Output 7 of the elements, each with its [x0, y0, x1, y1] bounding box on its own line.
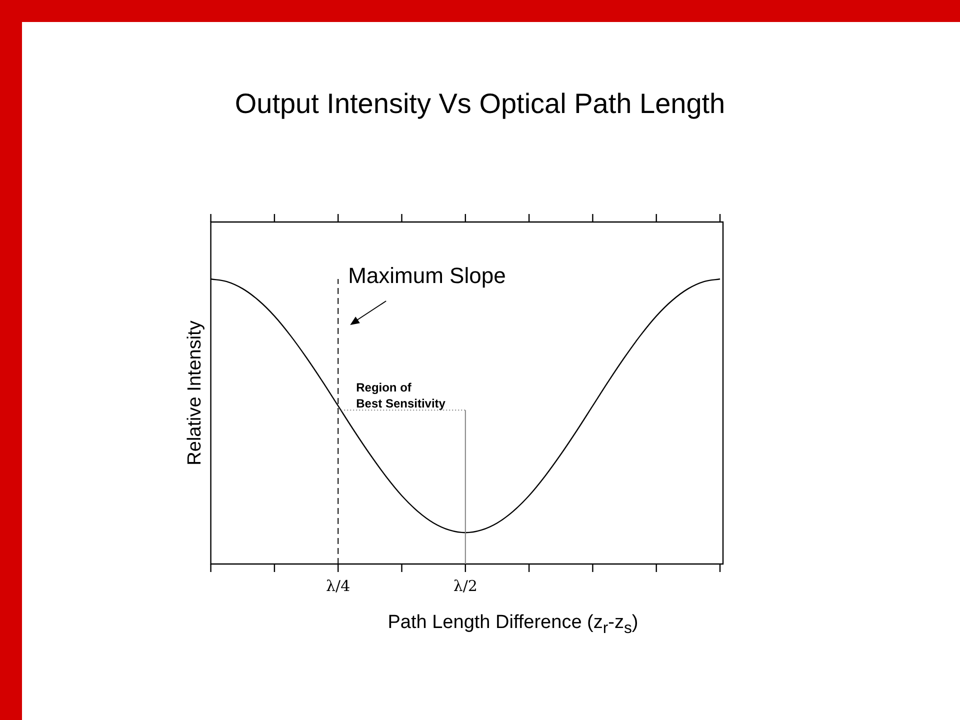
annotation: Maximum Slope — [348, 263, 506, 288]
ref-line-label: Region of Best Sensitivity — [356, 380, 446, 410]
x-tick-label: λ/2 — [453, 576, 478, 595]
x-tick-label: λ/4 — [326, 576, 350, 595]
x-axis-title: Path Length Difference (z$_{r}$-z$_{s}$) — [386, 612, 640, 638]
y-axis-title: Relative Intensity — [184, 320, 206, 466]
chart-title: Output Intensity Vs Optical Path Length — [234, 88, 726, 120]
